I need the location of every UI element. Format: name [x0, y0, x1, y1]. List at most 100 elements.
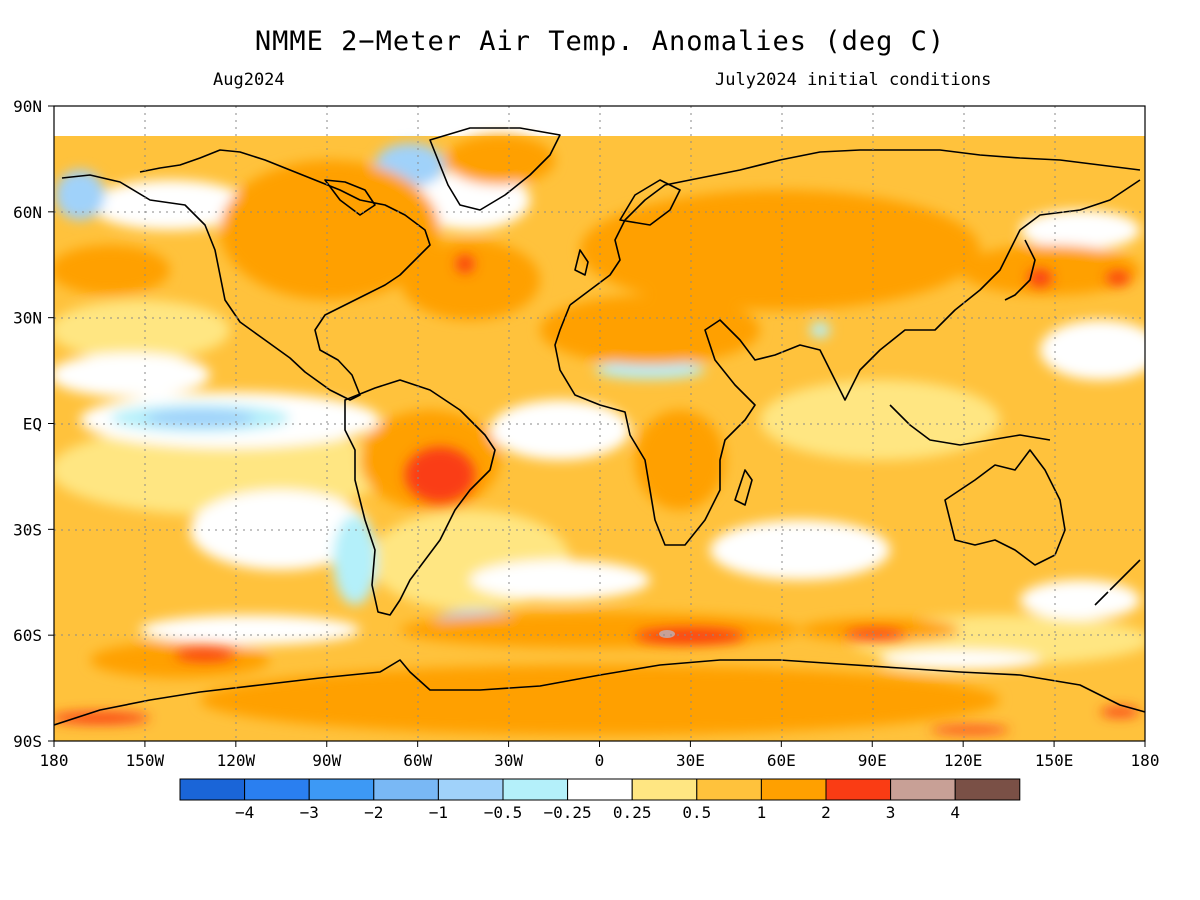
coast-japan: [1004, 239, 1036, 301]
warm-low-patch: [54, 300, 230, 360]
map-title: NMME 2−Meter Air Temp. Anomalies (deg C): [254, 26, 946, 57]
coast-greenland: [429, 127, 561, 211]
colorbar-label: −2: [364, 803, 383, 822]
colorbar-label: −3: [300, 803, 319, 822]
hot-spot-antarctic: [930, 726, 1010, 734]
hot-spot-north-atlantic: [456, 255, 474, 273]
coast-north-america: [61, 149, 431, 401]
colorbar-label: 2: [821, 803, 831, 822]
warm-high-patch: [580, 190, 980, 310]
coast-europe-north: [569, 149, 1141, 306]
lon-tick-label: 180: [40, 751, 69, 770]
near-normal-patch: [140, 615, 360, 645]
colorbar-swatch: [179, 778, 246, 801]
map-field: [54, 106, 1145, 741]
coast-hudson-bay: [324, 179, 376, 216]
lat-tick-label: 30N: [13, 309, 42, 328]
warm-high-patch: [220, 160, 440, 300]
colorbar-swatch: [890, 778, 956, 801]
coast-new-zealand: [1094, 559, 1141, 606]
coast-antarctica: [54, 659, 1145, 726]
warm-low-patch: [760, 380, 1000, 460]
near-normal-patch: [470, 560, 650, 600]
coast-australia: [944, 449, 1066, 566]
colorbar-swatch: [696, 778, 762, 801]
cool-patch: [595, 361, 705, 379]
lon-tick-label: 30E: [676, 751, 705, 770]
colorbar-swatch: [567, 778, 633, 801]
cool-patch: [145, 409, 255, 427]
colorbar-label: 0.25: [613, 803, 652, 822]
forecast-month: Aug2024: [213, 70, 285, 90]
lat-tick-label: 90S: [13, 732, 42, 751]
lon-tick-label: 120W: [217, 751, 256, 770]
cool-patch: [333, 515, 377, 605]
warm-high-patch: [54, 245, 170, 295]
colorbar-swatch: [631, 778, 698, 801]
coast-british-isles: [574, 249, 589, 276]
lon-tick-label: 0: [595, 751, 605, 770]
colorbar-swatch: [502, 778, 569, 801]
warm-high-patch: [90, 642, 270, 678]
colorbar-swatch: [760, 778, 827, 801]
hot-spot-north-pacific: [1106, 271, 1130, 285]
lon-tick-label: 150W: [126, 751, 165, 770]
lat-tick-label: 60S: [13, 626, 42, 645]
colorbar-label: 1: [757, 803, 767, 822]
near-normal-patch: [1020, 210, 1140, 250]
hot-spot-south-pacific: [175, 649, 235, 661]
warm-high-patch: [200, 665, 1000, 735]
near-normal-patch: [880, 650, 1040, 670]
near-normal-patch: [490, 400, 630, 460]
lon-tick-label: 60W: [403, 751, 432, 770]
lat-tick-label: 30S: [13, 520, 42, 539]
colorbar-label: 0.5: [682, 803, 711, 822]
coastlines: [54, 127, 1145, 726]
warm-high-patch: [400, 240, 540, 320]
colorbar-swatch: [825, 778, 892, 801]
hot-spot-antarctic: [1100, 707, 1140, 717]
hot-spot-japan: [1028, 269, 1052, 287]
cool-patch: [810, 322, 830, 338]
near-normal-patch: [1040, 320, 1145, 380]
colorbar-swatch: [373, 778, 439, 801]
graticule: [54, 106, 1145, 741]
colorbar-label: −4: [235, 803, 254, 822]
hot-spot-southern-ocean: [635, 628, 745, 644]
lon-tick-label: 150E: [1035, 751, 1074, 770]
near-normal-patch: [90, 180, 250, 230]
coast-south-america: [344, 379, 496, 616]
coast-indonesia: [889, 404, 1051, 446]
warm-high-patch: [540, 295, 760, 365]
lon-tick-label: 90W: [312, 751, 341, 770]
lon-tick-label: 60E: [767, 751, 796, 770]
near-normal-patch: [1020, 580, 1140, 620]
extreme-spot: [659, 630, 675, 638]
near-normal-patch: [710, 520, 890, 580]
hot-spot-southern-ocean: [845, 629, 905, 639]
coast-madagascar: [734, 469, 753, 506]
coast-africa-eurasia: [554, 179, 1141, 546]
colorbar-label: 3: [886, 803, 896, 822]
colorbar-label: 4: [950, 803, 960, 822]
lat-tick-label: EQ: [23, 415, 42, 434]
colorbar-swatch: [954, 778, 1021, 801]
lat-tick-label: 90N: [13, 97, 42, 116]
lon-tick-label: 120E: [944, 751, 983, 770]
colorbar-label: −1: [429, 803, 448, 822]
initial-conditions: July2024 initial conditions: [715, 70, 992, 90]
warm-high-patch: [960, 245, 1140, 295]
lat-tick-label: 60N: [13, 203, 42, 222]
hot-spot-antarctic: [54, 712, 150, 724]
warm-high-patch: [635, 410, 725, 510]
lon-tick-label: 30W: [494, 751, 523, 770]
cool-patch: [55, 170, 105, 220]
near-normal-patch: [54, 353, 210, 397]
colorbar-swatch: [308, 778, 375, 801]
warm-high-patch: [445, 135, 555, 185]
coast-scandinavia: [619, 179, 681, 226]
colorbar-swatch: [244, 778, 310, 801]
colorbar-label: −0.5: [484, 803, 523, 822]
